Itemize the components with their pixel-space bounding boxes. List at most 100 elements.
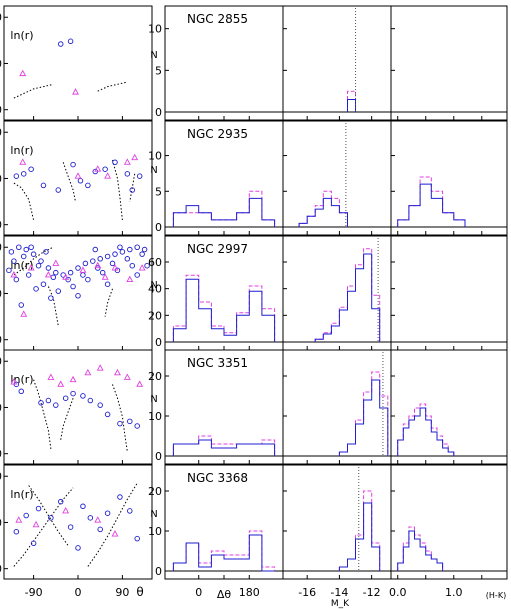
scatter-circle-r2-23 [70,283,76,290]
galaxy-label: NGC 3351 [187,356,248,370]
scatter-circle-r1-9 [102,166,108,172]
scatter-triangle-r2-1 [27,264,35,271]
ytick-n-label: 10 [148,150,162,163]
scatter-triangle-r4-0 [15,516,23,523]
ytick-label: 3.0 [0,219,2,232]
scatter-circle-r2-12 [97,256,103,262]
spiral-arm-r2-2 [104,288,113,317]
scatter-triangle-r1-5 [131,153,139,161]
scatter-circle-r2-0 [8,249,15,255]
hist-dtheta-blue-r4 [172,534,275,572]
scatter-circle-r2-42 [134,272,140,278]
spiral-arm-r1-1 [62,162,76,202]
scatter-triangle-r0-0 [19,69,27,77]
panel-frame-r2-c3 [390,235,508,351]
scatter-circle-r2-28 [20,253,27,260]
ytick-n-label: 20 [148,370,162,383]
scatter-circle-r1-7 [85,182,91,189]
ytick-n-label: 5 [155,64,162,77]
scatter-circle-r3-13 [134,423,140,429]
ytick-label: 4.0 [0,516,2,529]
spiral-arm-r1-0 [13,182,35,221]
ylabel-n: N [150,280,157,291]
scatter-triangle-r4-1 [32,520,40,528]
hist-hk-pink-r4 [397,526,444,571]
hist-dtheta-pink-r3 [172,435,276,456]
scatter-triangle-r3-8 [136,380,144,387]
scatter-circle-r4-0 [13,528,20,535]
xtick-dtheta-label: 180 [239,586,260,599]
panel-frame-r4-c2 [282,464,392,580]
ytick-label: 5.0 [0,11,2,24]
hist-mk-blue-r4 [338,502,381,571]
spiral-arm-r3-1 [60,398,74,440]
scatter-circle-r4-14 [75,545,81,551]
scatter-triangle-r1-2 [94,165,102,172]
spiral-arm-r2-0 [13,246,54,276]
xtick-mk-label: -16 [298,586,316,599]
hist-mk-blue-r0 [347,99,356,112]
ytick-n-label: 20 [148,309,162,322]
scatter-triangle-r2-2 [44,271,52,278]
hist-dtheta-pink-r1 [172,190,276,227]
spiral-arm-r3-2 [112,384,128,452]
scatter-circle-r2-40 [75,293,81,299]
ytick-n-label: 20 [148,485,162,498]
scatter-triangle-r2-7 [126,275,134,283]
hist-dtheta-blue-r2 [172,278,276,342]
scatter-circle-r2-41 [104,281,111,287]
ytick-label: 5.0 [0,241,2,254]
ylabel-lnr: ln(r) [10,29,33,42]
scatter-circle-r4-10 [117,494,123,500]
ytick-n-label: 10 [148,410,162,423]
scatter-circle-r0-0 [57,41,64,47]
scatter-circle-r2-17 [134,244,140,250]
scatter-circle-r3-5 [62,395,69,401]
xtick-mk-label: -12 [363,586,381,599]
scatter-circle-r4-9 [104,510,111,516]
xtick-theta-label: 0 [75,586,82,599]
hist-mk-pink-r0 [347,90,356,112]
xtick-theta-label: 90 [115,586,129,599]
scatter-triangle-r3-3 [69,375,77,383]
scatter-circle-r4-12 [134,535,140,542]
scatter-circle-r2-20 [25,272,32,278]
xtick-dtheta-label: 0 [195,586,202,599]
scatter-circle-r2-49 [18,302,25,308]
xtick-theta-label: -90 [25,586,43,599]
scatter-circle-r1-4 [55,187,62,193]
scatter-circle-r1-12 [129,187,136,193]
hist-mk-blue-r3 [338,379,389,456]
ylabel-lnr: ln(r) [10,144,33,157]
ylabel-lnr: ln(r) [10,488,33,501]
panel-frame-r4-c0 [3,464,153,580]
xlabel-theta: θ [136,585,143,599]
scatter-circle-r1-5 [70,161,76,168]
xtick-hk-label: 1.0 [445,586,463,599]
scatter-circle-r4-5 [67,524,74,530]
scatter-circle-r3-2 [38,400,44,406]
scatter-triangle-r2-5 [94,261,102,269]
scatter-triangle-r3-1 [47,373,55,380]
panel-frame-r3-c2 [282,349,392,465]
spiral-arm-r4-2 [87,482,138,567]
scatter-circle-r2-44 [43,249,49,255]
scatter-circle-r1-0 [13,173,20,179]
ytick-n-label: 0 [155,336,162,349]
hist-hk-blue-r1 [397,183,466,227]
spiral-arm-r4-0 [13,487,74,567]
scatter-circle-r4-1 [23,512,29,519]
panel-frame-r3-c0 [3,349,153,465]
scatter-circle-r2-34 [109,260,116,267]
spiral-arm-r4-1 [28,485,69,546]
scatter-triangle-r1-4 [123,158,131,165]
scatter-triangle-r4-3 [94,516,102,523]
scatter-circle-r2-3 [30,251,37,257]
hist-mk-blue-r1 [298,197,348,227]
scatter-circle-r2-5 [45,265,52,271]
scatter-circle-r2-18 [141,246,148,253]
panel-frame-r0-c3 [390,5,508,121]
hist-dtheta-pink-r4 [172,530,276,571]
scatter-circle-r3-4 [53,402,59,408]
